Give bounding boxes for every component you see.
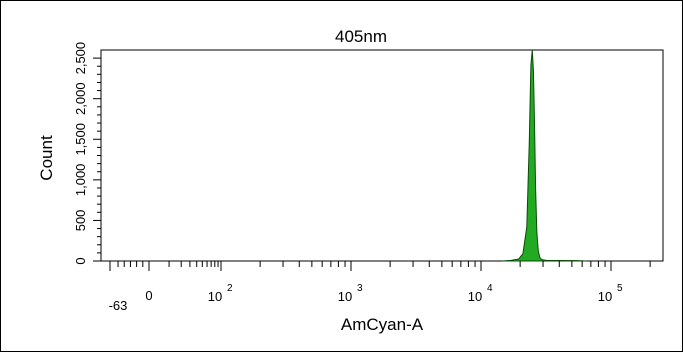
x-tick-label-base: 10 [598,289,612,304]
data-layer [501,49,587,262]
x-tick-label: 10 2 [208,283,233,304]
y-ticks: 0 500 1,000 1,500 2,000 2,500 [73,42,101,265]
x-ticks: -63 0 10 2 10 3 10 4 10 5 [109,261,651,313]
x-tick-label-base: 10 [208,289,222,304]
y-tick-label: 2,000 [73,82,88,115]
x-axis-label: AmCyan-A [341,315,424,334]
x-tick-label: 0 [145,288,152,303]
x-tick-label-base: 10 [468,289,482,304]
x-tick-label: -63 [109,298,128,313]
x-tick-label-base: 10 [338,289,352,304]
plot-area [100,49,664,262]
y-tick-label: 1,000 [73,164,88,197]
x-tick-label: 10 3 [338,283,363,304]
y-tick-label: 500 [73,210,88,232]
x-tick-label-exponent: 3 [357,283,363,294]
histogram-series [501,49,587,262]
y-axis-label: Count [37,135,56,181]
chart-title: 405nm [335,27,387,46]
y-tick-label: 0 [73,257,88,264]
x-tick-label: 10 4 [468,283,493,304]
x-tick-label: 10 5 [598,283,623,304]
x-tick-label-exponent: 2 [227,283,233,294]
x-tick-label-exponent: 5 [617,283,623,294]
x-tick-label-exponent: 4 [487,283,493,294]
y-tick-label: 1,500 [73,123,88,156]
y-tick-label: 2,500 [73,42,88,75]
